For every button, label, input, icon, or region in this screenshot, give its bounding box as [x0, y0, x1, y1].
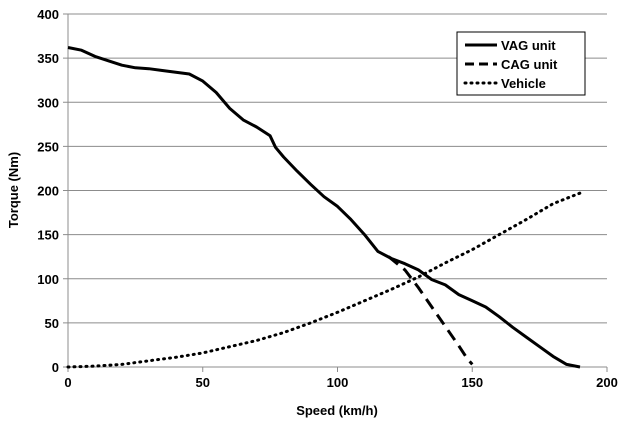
x-tick-label: 150: [461, 375, 483, 390]
legend: VAG unit CAG unit Vehicle: [456, 31, 586, 96]
y-tick-label: 150: [37, 228, 59, 243]
y-tick-label: 400: [37, 7, 59, 22]
series-line-1: [387, 255, 474, 366]
legend-label-2: Vehicle: [501, 76, 546, 91]
y-tick-label: 250: [37, 139, 59, 154]
y-tick-label: 100: [37, 272, 59, 287]
legend-label-0: VAG unit: [501, 38, 556, 53]
series-lines: [66, 46, 582, 369]
x-tick-label: 200: [596, 375, 618, 390]
legend-label-1: CAG unit: [501, 57, 558, 72]
gridlines: [68, 13, 607, 324]
x-axis-label: Speed (km/h): [296, 403, 378, 418]
y-axis-label: Torque (Nm): [6, 152, 21, 228]
x-tick-label: 100: [327, 375, 349, 390]
series-line-2: [66, 191, 582, 369]
y-tick-label: 50: [45, 316, 59, 331]
x-tick-label: 0: [64, 375, 71, 390]
y-tick-label: 350: [37, 51, 59, 66]
y-tick-label: 200: [37, 184, 59, 199]
y-tick-labels: 0 50 100 150 200 250 300 350 400: [37, 7, 59, 375]
series-line-0: [67, 46, 581, 369]
legend-box: [456, 31, 586, 96]
x-tick-labels: 0 50 100 150 200: [64, 375, 617, 390]
x-tick-label: 50: [196, 375, 210, 390]
y-tick-label: 0: [52, 360, 59, 375]
y-tick-label: 300: [37, 95, 59, 110]
axes: [63, 13, 608, 372]
